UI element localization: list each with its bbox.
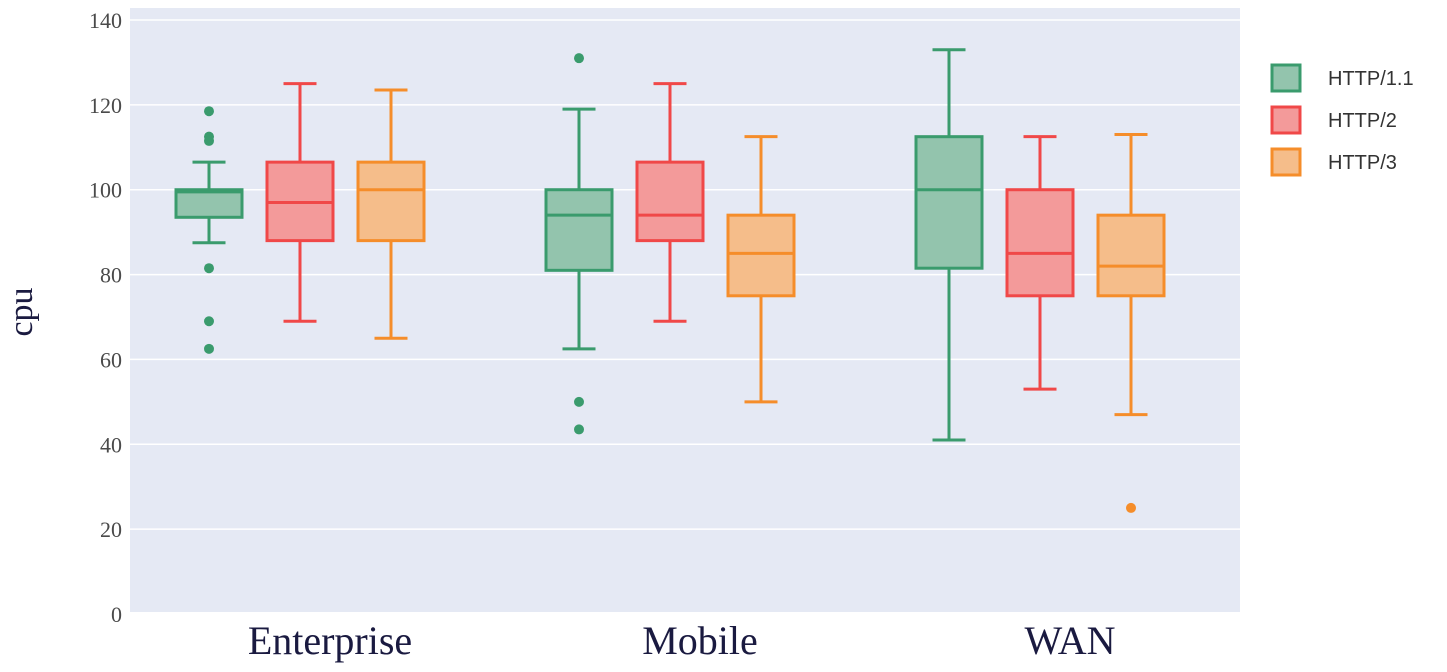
legend-label: HTTP/1.1	[1328, 68, 1414, 90]
legend-label: HTTP/3	[1328, 152, 1397, 174]
box-http2-enterprise[interactable]	[265, 82, 335, 323]
y-tick-label: 120	[89, 93, 122, 118]
outlier-point[interactable]	[204, 135, 214, 146]
outlier-point[interactable]	[204, 316, 214, 327]
box-iqr	[635, 160, 705, 243]
box-iqr	[1005, 188, 1075, 298]
legend-swatch	[1270, 63, 1302, 93]
outlier-point[interactable]	[574, 396, 584, 407]
y-tick-label: 140	[89, 8, 122, 33]
legend-swatch	[1270, 147, 1302, 177]
boxes-layer	[174, 48, 1166, 513]
y-tick-label: 0	[111, 602, 122, 627]
legend-item[interactable]: HTTP/1.1	[1270, 63, 1414, 93]
box-http11-enterprise[interactable]	[174, 106, 244, 354]
legend[interactable]: HTTP/1.1 HTTP/2 HTTP/3	[1270, 63, 1414, 177]
box-iqr	[1096, 213, 1166, 298]
box-http2-mobile[interactable]	[635, 82, 705, 323]
box-iqr	[174, 188, 244, 219]
box-iqr	[914, 135, 984, 270]
outlier-point[interactable]	[1126, 502, 1136, 513]
outlier-point[interactable]	[574, 53, 584, 64]
legend-item[interactable]: HTTP/3	[1270, 147, 1397, 177]
x-axis-categories: Enterprise Mobile WAN	[248, 618, 1116, 663]
legend-swatch	[1270, 105, 1302, 135]
plot-area	[130, 8, 1240, 612]
y-tick-label: 60	[100, 347, 122, 372]
y-axis-label: cpu	[3, 287, 40, 336]
x-category-label: WAN	[1024, 618, 1115, 663]
outlier-point[interactable]	[204, 343, 214, 354]
box-iqr	[726, 213, 796, 298]
y-axis-ticks: 0 20 40 60 80 100 120 140	[89, 8, 122, 627]
box-http3-mobile[interactable]	[726, 135, 796, 404]
x-category-label: Enterprise	[248, 618, 412, 663]
y-tick-label: 80	[100, 263, 122, 288]
box-http3-enterprise[interactable]	[356, 88, 426, 340]
box-iqr	[356, 160, 426, 243]
legend-item[interactable]: HTTP/2	[1270, 105, 1397, 135]
box-iqr	[544, 188, 614, 272]
box-http11-mobile[interactable]	[544, 53, 614, 435]
outlier-point[interactable]	[574, 424, 584, 435]
outlier-point[interactable]	[204, 106, 214, 117]
box-http2-wan[interactable]	[1005, 135, 1075, 391]
y-tick-label: 100	[89, 178, 122, 203]
y-tick-label: 20	[100, 517, 122, 542]
y-tick-label: 40	[100, 432, 122, 457]
x-category-label: Mobile	[642, 618, 758, 663]
box-http11-wan[interactable]	[914, 48, 984, 442]
outlier-point[interactable]	[204, 263, 214, 274]
legend-label: HTTP/2	[1328, 110, 1397, 132]
box-http3-wan[interactable]	[1096, 133, 1166, 513]
